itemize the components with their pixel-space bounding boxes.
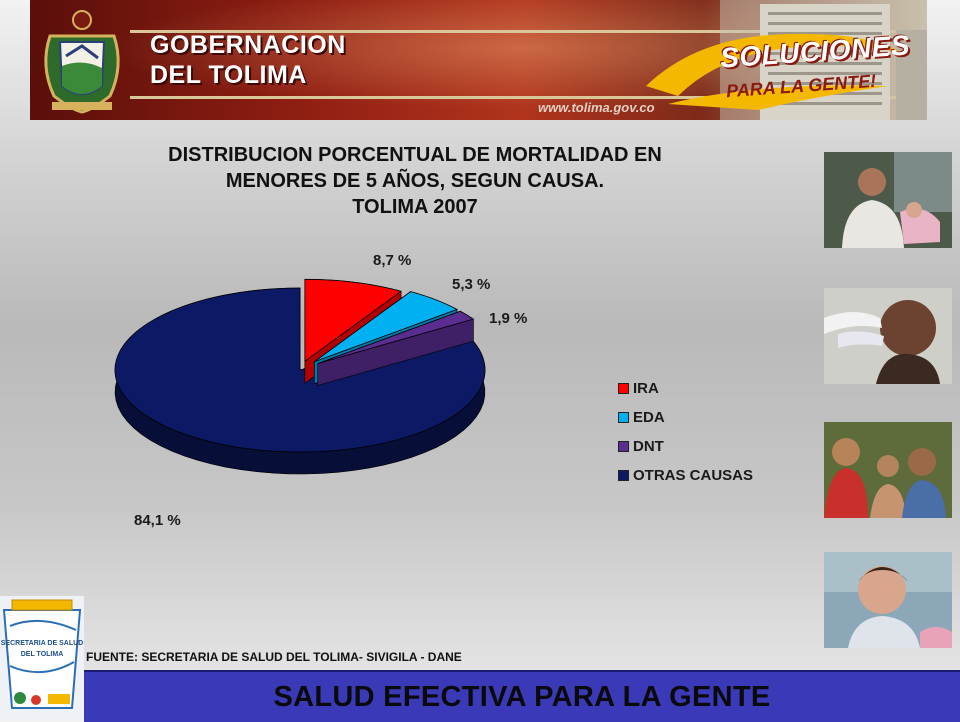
- photo-mother-and-baby: [824, 152, 952, 248]
- data-label-eda: 5,3 %: [452, 276, 491, 293]
- website-url: www.tolima.gov.co: [538, 100, 655, 115]
- pie-slice-dnt: [317, 310, 475, 386]
- legend-item-otras-causas: OTRAS CAUSAS: [618, 461, 753, 490]
- legend-label-otras-causas: OTRAS CAUSAS: [633, 467, 754, 484]
- header-banner: GOBERNACION DEL TOLIMA www.tolima.gov.co: [30, 0, 927, 120]
- government-title-line2: DEL TOLIMA: [150, 61, 307, 89]
- legend-label-ira: IRA: [633, 380, 659, 397]
- legend-label-eda: EDA: [633, 409, 665, 426]
- pie-slice-top-otras-causas: [114, 287, 486, 453]
- footer-slogan: SALUD EFECTIVA PARA LA GENTE: [273, 680, 771, 713]
- legend-item-ira: IRA: [618, 374, 753, 403]
- photo-child-vaccination: [824, 288, 952, 384]
- data-label-dnt: 1,9 %: [489, 310, 528, 327]
- footer-bar: SALUD EFECTIVA PARA LA GENTE: [84, 670, 960, 722]
- chart-title-line1: DISTRIBUCION PORCENTUAL DE MORTALIDAD EN: [168, 144, 662, 166]
- legend-label-dnt: DNT: [633, 438, 664, 455]
- legend-swatch-eda: [618, 412, 629, 423]
- pie-slice-top-ira: [304, 278, 402, 363]
- data-label-otras-causas: 84,1 %: [134, 512, 181, 529]
- legend-swatch-otras-causas: [618, 470, 629, 481]
- source-note: FUENTE: SECRETARIA DE SALUD DEL TOLIMA- …: [86, 650, 462, 664]
- photo-smiling-children: [824, 422, 952, 518]
- logo-line1: SECRETARIA DE SALUD: [1, 640, 83, 647]
- legend-item-dnt: DNT: [618, 432, 753, 461]
- legend-swatch-ira: [618, 383, 629, 394]
- legend-item-eda: EDA: [618, 403, 753, 432]
- legend-swatch-dnt: [618, 441, 629, 452]
- chart-legend: IRA EDA DNT OTRAS CAUSAS: [618, 374, 753, 490]
- chart-title: DISTRIBUCION PORCENTUAL DE MORTALIDAD EN…: [100, 142, 730, 220]
- banner-rule-top: [130, 30, 927, 33]
- health-secretary-emblem-icon: SECRETARIA DE SALUD DEL TOLIMA: [1, 599, 83, 709]
- health-secretary-logo: SECRETARIA DE SALUD DEL TOLIMA: [0, 596, 84, 720]
- data-label-ira: 8,7 %: [373, 252, 412, 269]
- pie-chart: [114, 278, 486, 475]
- chart-title-line3: TOLIMA 2007: [352, 196, 478, 218]
- banner-rule-bottom: [130, 96, 927, 99]
- government-title: GOBERNACION DEL TOLIMA: [150, 30, 346, 90]
- pie-slice-top-eda: [314, 291, 458, 363]
- pie-slice-top-dnt: [317, 310, 475, 364]
- tolima-coat-of-arms-icon: [44, 10, 120, 114]
- logo-line2: DEL TOLIMA: [21, 651, 64, 658]
- chart-title-line2: MENORES DE 5 AÑOS, SEGUN CAUSA.: [225, 170, 605, 192]
- slogan-swoosh: [646, 33, 900, 110]
- government-title-line1: GOBERNACION: [150, 31, 346, 59]
- photo-toddler: [824, 552, 952, 648]
